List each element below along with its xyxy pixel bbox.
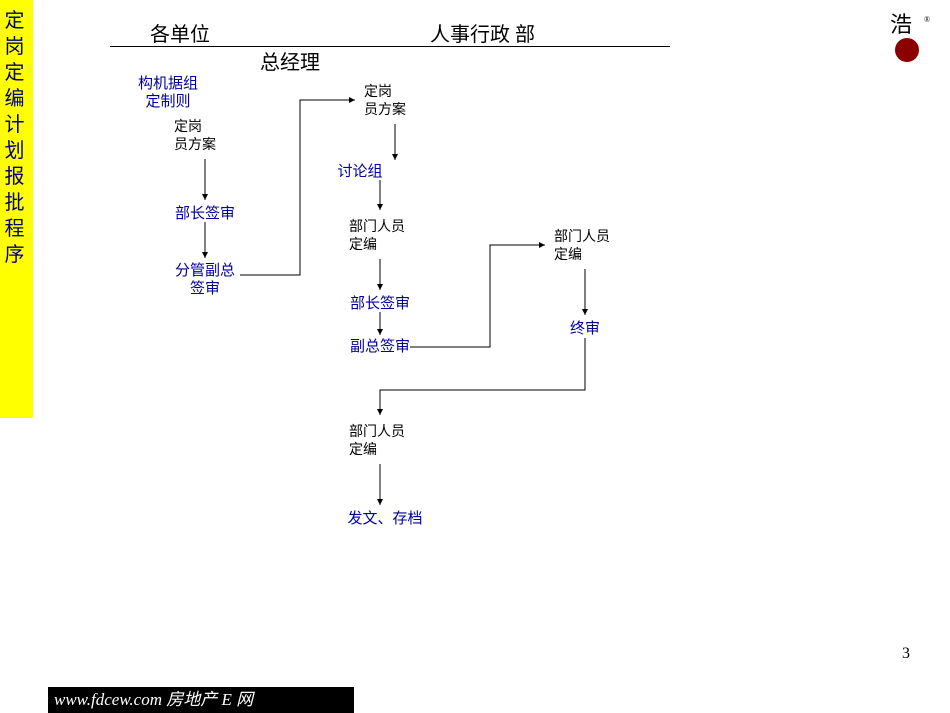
- label-chief-sign-2: 部长签审: [345, 295, 415, 313]
- doc-box-staff1: 部门人员定编: [345, 215, 415, 259]
- doc-box-plan1-text: 定岗员方案: [174, 120, 216, 153]
- label-vp-sign-2: 副总签审: [345, 338, 415, 356]
- footer-bar: www.fdcew.com 房地产 E 网: [48, 687, 354, 713]
- doc-box-plan2: 定岗员方案: [360, 80, 430, 124]
- label-org-setup: 构机据组定制则: [128, 75, 208, 111]
- label-vp-sign: 分管副总签审: [170, 262, 240, 298]
- header-right: 人事行政 部: [430, 18, 535, 47]
- doc-box-staff3: 部门人员定编: [345, 420, 415, 464]
- label-archive: 发文、存档: [335, 510, 435, 528]
- doc-box-staff1-text: 部门人员定编: [349, 220, 405, 253]
- page-number: 3: [902, 645, 910, 663]
- header-row: 各单位 人事行政 部: [110, 18, 670, 47]
- svg-text:®: ®: [924, 15, 930, 24]
- footer-text: www.fdcew.com 房地产 E 网: [54, 690, 253, 709]
- doc-box-plan2-text: 定岗员方案: [364, 85, 406, 118]
- label-final-review: 终审: [560, 320, 610, 338]
- sidebar-title: 定岗定编计划报批程序: [0, 8, 33, 268]
- logo: 浩 ®: [882, 10, 932, 70]
- doc-box-plan1: 定岗员方案: [170, 115, 240, 159]
- doc-box-staff3-text: 部门人员定编: [349, 425, 405, 458]
- logo-char: 浩: [890, 12, 912, 37]
- doc-box-staff2: 部门人员定编: [550, 225, 620, 269]
- sidebar: 定岗定编计划报批程序: [0, 0, 33, 418]
- label-chief-sign: 部长签审: [170, 205, 240, 223]
- doc-box-staff2-text: 部门人员定编: [554, 230, 610, 263]
- header-sub: 总经理: [260, 46, 320, 75]
- header-left: 各单位: [150, 18, 210, 47]
- label-discuss: 讨论组: [330, 163, 390, 181]
